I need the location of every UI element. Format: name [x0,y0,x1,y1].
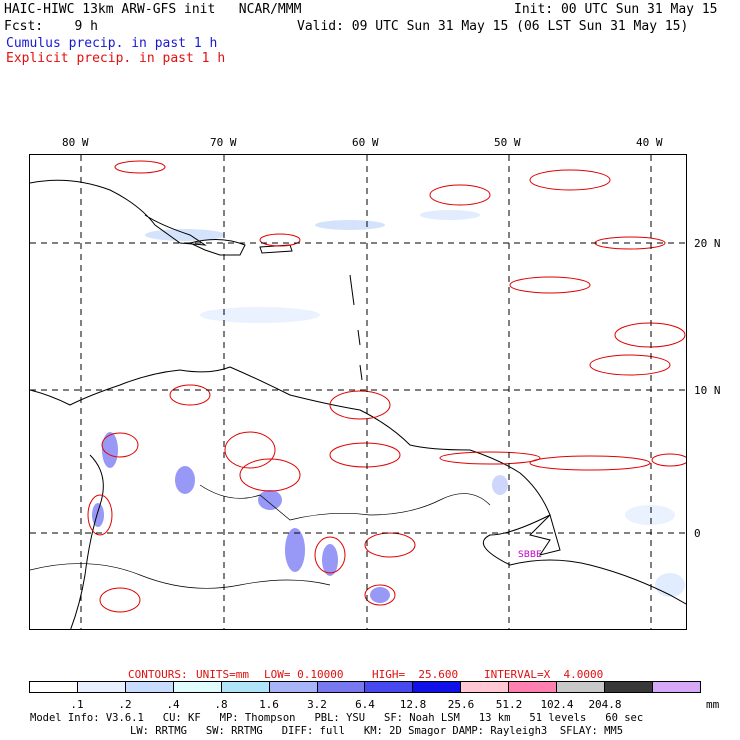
explicit-precip-contours [87,160,686,613]
explicit-contour [439,451,541,465]
init-time: Init: 00 UTC Sun 31 May 15 [514,2,718,17]
hispaniola-coast [188,239,246,256]
explicit-contour [364,532,416,558]
contours-interval: INTERVAL=X 4.0000 [484,668,604,681]
legend-units: mm [706,698,720,711]
legend-swatch [77,682,126,692]
coastlines [30,179,686,629]
legend-swatch [557,682,606,692]
contours-low: LOW= 0.10000 [264,668,344,681]
contours-prefix: CONTOURS: [128,668,188,681]
explicit-contour [87,494,113,536]
legend-tick-label: 102.4 [540,698,574,711]
legend-swatch [317,682,366,692]
legend-tick-label: .4 [166,698,180,711]
contours-high: HIGH= 25.600 [372,668,459,681]
explicit-contour [429,184,491,206]
cumulus-area [420,210,480,220]
cumulus-area [102,432,118,468]
legend-swatch [365,682,414,692]
model-info-line1: Model Info: V3.6.1 CU: KF MP: Thompson P… [30,712,644,724]
explicit-contour [329,442,401,468]
legend-swatch [605,682,653,692]
legend-swatch [413,682,462,692]
legend-swatch [30,682,78,692]
explicit-contour [589,354,671,376]
marajo-coast [529,514,561,556]
legend-tick-label: .8 [214,698,228,711]
cumulus-area [370,587,390,603]
legend-tick-label: 204.8 [588,698,622,711]
cumulus-area [258,490,282,510]
lon-label-40w: 40 W [636,136,663,149]
legend-swatch [173,682,222,692]
lat-label-20n: 20 N [694,237,721,250]
explicit-contour [114,160,166,174]
explicit-contour [529,455,651,471]
explicit-contour [101,432,139,458]
cumulus-area [92,503,104,527]
legend-swatch [509,682,558,692]
cumulus-area [625,505,675,525]
legend-tick-label: 1.6 [259,698,279,711]
legend-tick-label: .1 [70,698,84,711]
explicit-contour [529,169,611,191]
graticule [30,155,686,629]
legend-swatch [461,682,510,692]
station-label: SBBE [518,550,542,560]
lon-label-50w: 50 W [494,136,521,149]
cuba-coast [30,179,207,246]
color-legend [29,681,701,693]
forecast-hour: Fcst: 9 h [4,19,98,34]
lat-label-10n: 10 N [694,384,721,397]
cumulus-precip-areas [92,210,685,603]
legend-tick-label: .2 [118,698,132,711]
cumulus-area [285,528,305,572]
south-america-west-coast [70,454,104,629]
lon-label-70w: 70 W [210,136,237,149]
explicit-contour [99,587,141,613]
legend-swatch [221,682,270,692]
explicit-contour [364,584,396,606]
national-borders [30,484,491,589]
legend-tick-label: 25.6 [447,698,475,711]
lon-label-80w: 80 W [62,136,89,149]
explicit-contour [329,390,391,420]
legend-tick-label: 51.2 [495,698,523,711]
legend-swatch [269,682,318,692]
legend-tick-label: 3.2 [307,698,327,711]
explicit-contour [614,322,686,348]
south-america-north-coast [30,366,686,605]
explicit-contour [314,536,346,574]
contours-units: UNITS=mm [196,668,249,681]
explicit-label: Explicit precip. in past 1 h [6,51,226,66]
legend-tick-label: 6.4 [355,698,375,711]
cumulus-area [492,475,508,495]
lesser-antilles [349,274,363,381]
model-info-line2: LW: RRTMG SW: RRTMG DIFF: full KM: 2D Sm… [130,725,624,737]
explicit-contour [259,233,301,247]
legend-swatch [125,682,174,692]
map-canvas: SBBE [30,155,686,629]
explicit-contour [509,276,591,294]
explicit-contour [169,384,211,406]
explicit-contour [239,458,301,492]
valid-time: Valid: 09 UTC Sun 31 May 15 (06 LST Sun … [297,19,689,34]
cumulus-area [655,573,685,597]
precip-map: SBBE [29,154,687,630]
cumulus-area [315,220,385,230]
cumulus-label: Cumulus precip. in past 1 h [6,36,218,51]
explicit-contour [224,431,276,469]
lat-label-0: 0 [694,527,701,540]
legend-swatch [652,682,700,692]
cumulus-area [175,466,195,494]
cumulus-area [200,307,320,323]
legend-tick-label: 12.8 [399,698,427,711]
title-line: HAIC-HIWC 13km ARW-GFS init NCAR/MMM [4,2,302,17]
explicit-contour [651,453,686,467]
lon-label-60w: 60 W [352,136,379,149]
cumulus-area [322,544,338,576]
